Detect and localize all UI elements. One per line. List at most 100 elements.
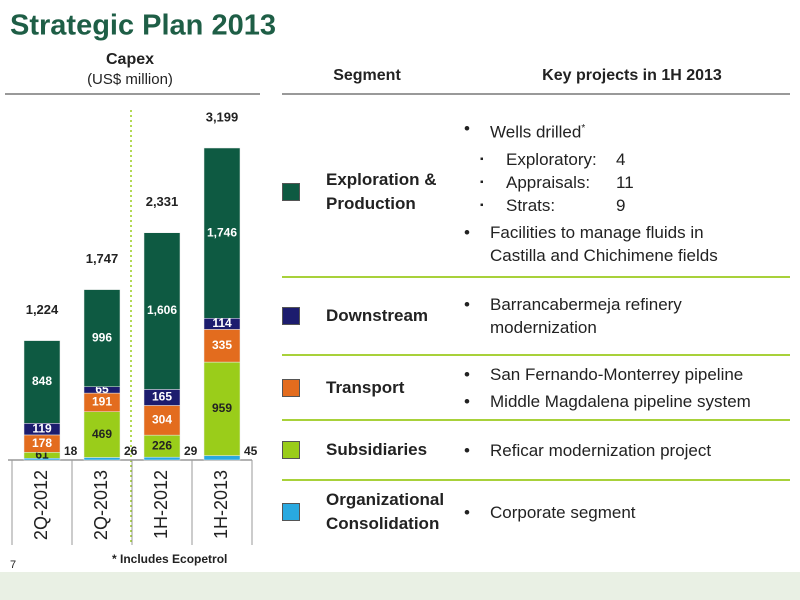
bar-segment (203, 455, 241, 461)
project-text: Facilities to manage fluids in Castilla … (490, 221, 760, 267)
segment-name: Organizational Consolidation (326, 490, 445, 533)
sub-label: Exploratory: (506, 149, 597, 169)
bullet-line: • Facilities to manage fluids in Castilla… (464, 221, 760, 267)
x-tick-label: 2Q-2013 (91, 470, 111, 540)
chart-title: Capex (106, 51, 154, 68)
project-text: Corporate segment (490, 501, 760, 524)
value-label: 45 (244, 444, 258, 458)
x-tick-label: 1H-2012 (151, 470, 171, 539)
bar-segment (23, 340, 61, 424)
value-label: 848 (32, 374, 52, 388)
table-header: Key projects in 1H 2013 (542, 67, 722, 84)
bullet-line: • Barrancabermeja refinery modernization (464, 293, 760, 339)
x-tick-label: 2Q-2012 (31, 470, 51, 540)
value-label: 165 (152, 390, 172, 404)
project-list: • San Fernando-Monterrey pipeline • Middle … (464, 359, 760, 417)
project-text: Corporate segment (490, 502, 636, 522)
project-text: Wells drilled* (490, 117, 760, 144)
bar-segment (203, 147, 241, 319)
total-label: 2,331 (146, 194, 179, 209)
sub-bullet: ▪ (480, 199, 484, 211)
sub-value: 9 (616, 195, 626, 215)
x-tick-label: 1H-2013 (211, 470, 231, 539)
value-label: 226 (152, 438, 172, 452)
table-row: Organizational Consolidation • Corporate s… (282, 481, 790, 543)
value-label: 1,746 (207, 225, 237, 239)
value-label: 29 (184, 444, 198, 458)
bar-segment (83, 289, 121, 388)
project-list: • Barrancabermeja refinery modernization (464, 289, 760, 343)
project-item: • Barrancabermeja refinery modernization (464, 293, 760, 339)
project-item: • Middle Magdalena pipeline system (464, 390, 760, 413)
chart-subtitle: (US$ million) (87, 71, 173, 88)
bullet: • (464, 502, 470, 522)
sub-item: ▪ Appraisals: 11 (480, 171, 760, 194)
legend-swatch (282, 441, 300, 459)
project-item: • San Fernando-Monterrey pipeline (464, 363, 760, 386)
bullet-line: • Reficar modernization project (464, 439, 760, 462)
bullet: • (464, 222, 470, 242)
project-text: Middle Magdalena pipeline system (490, 390, 760, 413)
sub-label: Strats: (506, 195, 556, 215)
bar-segment (83, 411, 121, 458)
sub-item: ▪ Exploratory: 4 (480, 148, 760, 171)
superscript: * (581, 123, 586, 135)
bullet: • (464, 295, 470, 314)
legend-swatch (282, 183, 300, 201)
segment-name: Exploration & Production (326, 170, 437, 213)
segment-name: Transport (326, 377, 405, 397)
project-item: • Facilities to manage fluids in Castilla… (464, 221, 760, 267)
project-text: Reficar modernization project (490, 440, 712, 460)
table-row: Transport • San Fernando-Monterrey pipelin… (282, 356, 790, 421)
footer-band (0, 572, 800, 600)
bullet-line: • Corporate segment (464, 501, 760, 524)
project-text: Barrancabermeja refinery modernization (490, 293, 760, 339)
page-number: 7 (10, 559, 16, 571)
value-label: 119 (32, 421, 52, 435)
project-text: Barrancabermeja refinery modernization (490, 295, 682, 337)
bar-segment (83, 457, 121, 461)
value-label: 18 (64, 444, 78, 458)
footnote: * Includes Ecopetrol (112, 552, 227, 566)
bullet: • (464, 119, 470, 139)
bar-segment (143, 232, 181, 390)
sub-bullet: ▪ (480, 176, 484, 188)
sub-bullet: ▪ (480, 153, 484, 165)
sub-value: 11 (616, 172, 634, 192)
project-item: • Reficar modernization project (464, 439, 760, 462)
bullet: • (464, 364, 470, 384)
legend-swatch (282, 307, 300, 325)
sub-value: 4 (616, 149, 626, 169)
value-label: 335 (212, 338, 232, 352)
project-item: • Wells drilled* ▪ Exploratory: 4 ▪ Appraisals… (464, 117, 760, 217)
bullet: • (464, 440, 470, 460)
project-list: • Corporate segment (464, 497, 760, 528)
project-text: Wells drilled (490, 122, 582, 142)
sub-label: Appraisals: (506, 172, 591, 192)
project-text: San Fernando-Monterrey pipeline (490, 364, 744, 384)
table-row: Exploration & Production • Wells drilled* ▪… (282, 108, 790, 278)
total-label: 3,199 (206, 109, 239, 124)
project-text: Reficar modernization project (490, 439, 760, 462)
value-label: 304 (152, 412, 172, 426)
project-list: • Reficar modernization project (464, 435, 760, 466)
project-text: Facilities to manage fluids in Castilla … (490, 222, 718, 265)
sub-item: ▪ Strats: 9 (480, 194, 760, 217)
project-text: Middle Magdalena pipeline system (490, 391, 751, 411)
value-label: 114 (212, 316, 232, 330)
bullet-line: • Wells drilled* (464, 117, 760, 144)
value-label: 178 (32, 436, 52, 450)
bar-segment (203, 329, 241, 363)
table-header: Segment (333, 67, 401, 84)
bar-segment (143, 405, 181, 436)
value-label: 1,606 (147, 303, 177, 317)
value-label: 959 (212, 401, 232, 415)
table-row: Downstream • Barrancabermeja refinery mode… (282, 278, 790, 356)
legend-swatch (282, 503, 300, 521)
project-list: • Wells drilled* ▪ Exploratory: 4 ▪ Appraisals… (464, 113, 760, 271)
project-item: • Corporate segment (464, 501, 760, 524)
value-label: 469 (92, 427, 112, 441)
legend-swatch (282, 378, 300, 397)
